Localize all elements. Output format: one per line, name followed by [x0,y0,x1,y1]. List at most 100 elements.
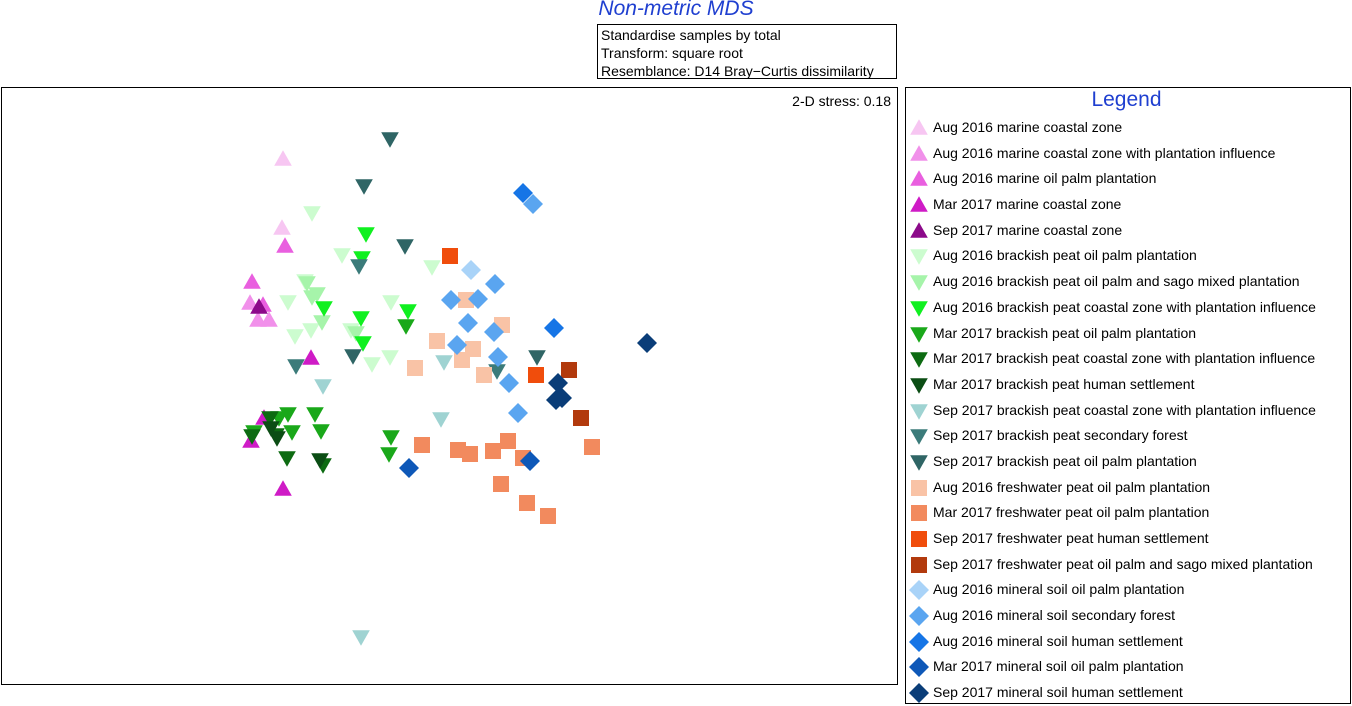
legend-label: Aug 2016 freshwater peat oil palm planta… [933,478,1211,495]
data-point [468,289,488,309]
data-point [442,248,458,264]
data-point [283,425,301,441]
series-group [414,433,600,524]
legend-item: Aug 2016 brackish peat coastal zone with… [906,295,1350,321]
legend-item: Mar 2017 brackish peat coastal zone with… [906,346,1350,372]
data-point [399,304,417,320]
data-point [513,183,533,203]
data-point [278,451,296,467]
data-point [274,480,292,496]
data-point [399,458,419,478]
plot-area: 2-D stress: 0.18 [1,87,898,685]
series-group [513,183,564,338]
legend-items: Aug 2016 marine coastal zone Aug 2016 mar… [906,115,1350,706]
data-point [382,295,400,311]
legend-label: Mar 2017 brackish peat oil palm plantati… [933,324,1197,341]
legend-item: Aug 2016 freshwater peat oil palm planta… [906,475,1350,501]
data-point [397,319,415,335]
series-group [245,319,415,463]
data-point [313,315,331,331]
legend-item: Mar 2017 marine coastal zone [906,192,1350,218]
legend-label: Aug 2016 brackish peat coastal zone with… [933,298,1316,315]
legend-marker [910,119,928,135]
data-point [279,407,297,423]
legend-label: Aug 2016 mineral soil secondary forest [933,607,1176,624]
data-point [382,430,400,446]
legend-label: Mar 2017 mineral soil oil palm plantatio… [933,658,1184,675]
legend-item: Aug 2016 marine oil palm plantation [906,166,1350,192]
legend-item: Mar 2017 brackish peat human settlement [906,372,1350,398]
data-point [544,318,564,338]
legend-marker [910,275,928,291]
series-group [315,227,417,352]
data-point [548,373,568,393]
data-point [528,350,546,366]
data-point [488,364,506,380]
data-point [355,179,373,195]
legend-marker [910,249,928,266]
series-group [287,259,506,380]
data-point [476,367,492,383]
data-point [396,239,414,255]
data-point [352,630,370,646]
legend-marker [910,378,928,394]
data-point [500,433,516,449]
legend-label: Mar 2017 marine coastal zone [933,196,1122,213]
legend-item: Sep 2017 freshwater peat human settlemen… [906,526,1350,552]
data-point [298,276,316,292]
data-point [354,336,372,352]
data-point [458,313,478,333]
series-group [344,132,546,366]
legend-label: Sep 2017 freshwater peat oil palm and sa… [933,555,1313,572]
series-group [298,276,365,342]
series-group [546,333,657,410]
legend-label: Mar 2017 brackish peat coastal zone with… [933,350,1316,367]
data-point [241,294,259,310]
legend-label: Sep 2017 brackish peat oil palm plantati… [933,452,1197,469]
data-point [352,311,370,327]
legend-item: Sep 2017 freshwater peat oil palm and sa… [906,552,1350,578]
data-point [286,329,304,345]
legend-marker [911,531,927,547]
data-point [441,290,461,310]
data-point [447,335,467,355]
legend-label: Aug 2016 brackish peat oil palm plantati… [933,247,1197,264]
data-point [380,447,398,463]
legend-label: Sep 2017 mineral soil human settlement [933,684,1183,701]
data-point [429,333,445,349]
data-point [381,350,399,366]
data-point [508,403,528,423]
legend-marker [911,505,927,522]
data-point [279,295,297,311]
legend-marker [909,683,929,704]
info-line: Resemblance: D14 Bray−Curtis dissimilari… [601,63,874,79]
legend-item: Sep 2017 brackish peat secondary forest [906,423,1350,449]
data-point [273,219,291,235]
data-point [407,360,423,376]
series-group [273,150,292,235]
data-point [485,274,505,294]
legend-title: Legend [1091,88,1162,111]
data-point [528,367,544,383]
legend-item: Sep 2017 brackish peat coastal zone with… [906,398,1350,424]
legend-item: Sep 2017 brackish peat oil palm plantati… [906,449,1350,475]
data-point [274,150,292,166]
analysis-info-box: Standardise samples by total Transform: … [597,24,897,79]
legend-marker [911,479,927,496]
legend-marker [909,606,929,627]
legend-label: Sep 2017 brackish peat coastal zone with… [933,401,1316,418]
legend-item: Mar 2017 brackish peat oil palm plantati… [906,321,1350,347]
data-point [311,453,329,469]
data-point [561,362,577,378]
legend-item: Aug 2016 mineral soil oil palm plantatio… [906,577,1350,603]
data-point [414,437,430,453]
legend: Legend Aug 2016 marine coastal zone Aug 2… [905,87,1351,704]
legend-item: Mar 2017 mineral soil oil palm plantatio… [906,654,1350,680]
legend-label: Mar 2017 freshwater peat oil palm planta… [933,504,1210,521]
data-point [499,373,519,393]
legend-marker [910,455,928,471]
data-point [484,322,504,342]
info-line: Transform: square root [601,45,743,61]
data-point [261,411,279,427]
data-point [314,379,332,395]
